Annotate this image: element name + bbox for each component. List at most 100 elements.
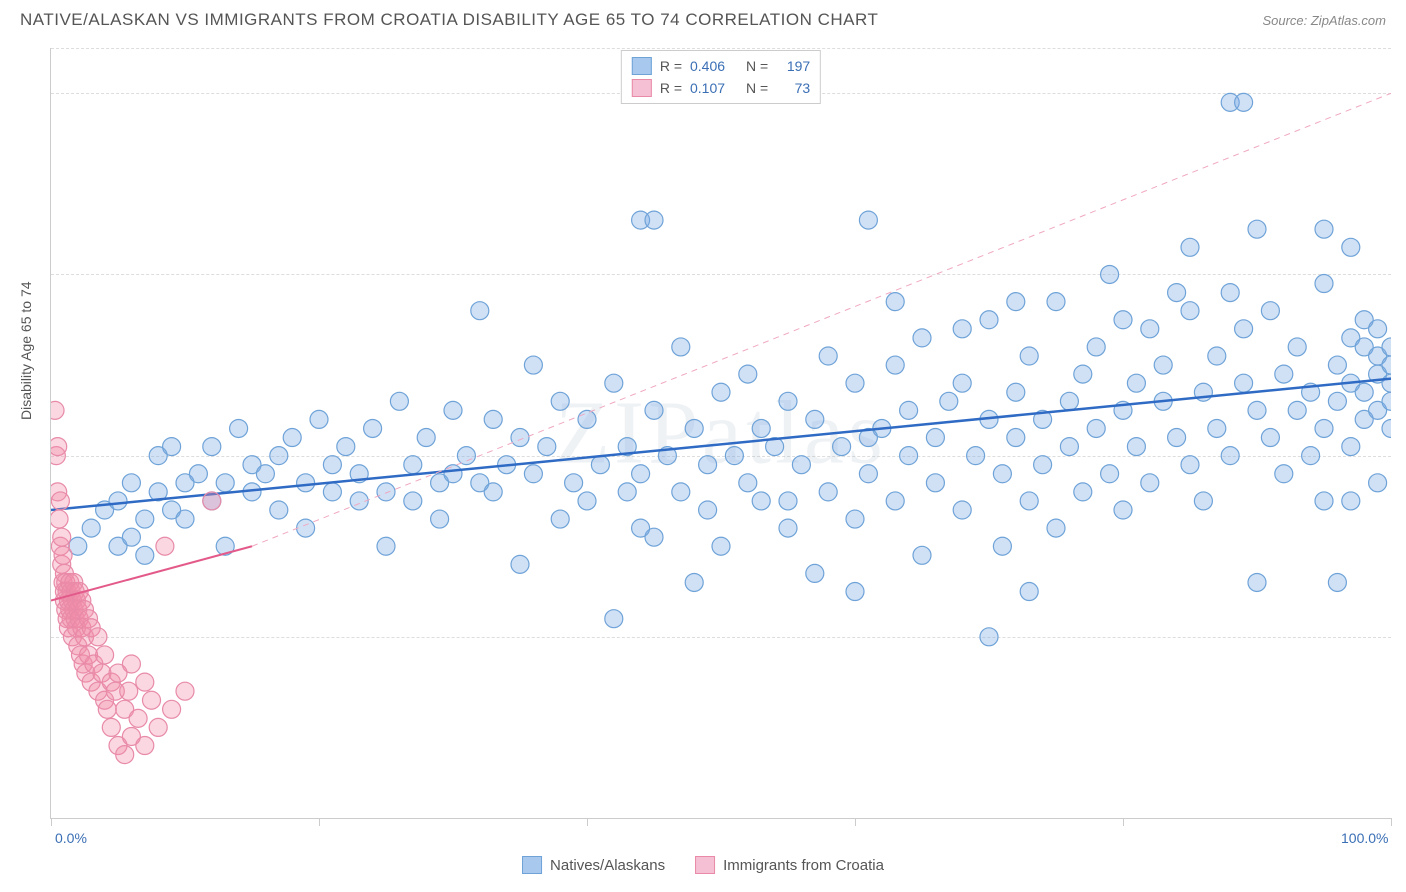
data-point [859, 211, 877, 229]
data-point [739, 365, 757, 383]
data-point [645, 401, 663, 419]
data-point [712, 537, 730, 555]
source-name: ZipAtlas.com [1311, 13, 1386, 28]
r-value: 0.107 [690, 80, 738, 96]
data-point [390, 392, 408, 410]
data-point [431, 510, 449, 528]
data-point [524, 465, 542, 483]
data-point [1235, 374, 1253, 392]
data-point [1369, 320, 1387, 338]
series-legend: Natives/AlaskansImmigrants from Croatia [522, 856, 884, 874]
legend-swatch [522, 856, 542, 874]
data-point [203, 438, 221, 456]
data-point [980, 628, 998, 646]
data-point [136, 546, 154, 564]
data-point [310, 410, 328, 428]
data-point [712, 383, 730, 401]
data-point [1020, 583, 1038, 601]
data-point [143, 691, 161, 709]
data-point [632, 519, 650, 537]
data-point [1221, 284, 1239, 302]
data-point [1261, 302, 1279, 320]
x-tick [319, 818, 320, 826]
legend-swatch [695, 856, 715, 874]
data-point [565, 474, 583, 492]
data-point [511, 429, 529, 447]
data-point [297, 474, 315, 492]
data-point [538, 438, 556, 456]
data-point [792, 456, 810, 474]
data-point [1007, 429, 1025, 447]
data-point [457, 447, 475, 465]
header: NATIVE/ALASKAN VS IMMIGRANTS FROM CROATI… [0, 0, 1406, 30]
data-point [136, 737, 154, 755]
data-point [51, 510, 68, 528]
data-point [216, 474, 234, 492]
data-point [1114, 311, 1132, 329]
data-point [886, 293, 904, 311]
data-point [846, 583, 864, 601]
data-point [551, 510, 569, 528]
data-point [846, 510, 864, 528]
x-tick [51, 818, 52, 826]
x-tick [855, 818, 856, 826]
data-point [819, 347, 837, 365]
data-point [120, 682, 138, 700]
n-label: N = [746, 58, 768, 74]
data-point [1288, 338, 1306, 356]
data-point [1315, 419, 1333, 437]
data-point [645, 211, 663, 229]
data-point [53, 528, 71, 546]
data-point [1328, 573, 1346, 591]
data-point [1342, 238, 1360, 256]
data-point [685, 573, 703, 591]
data-point [1302, 447, 1320, 465]
data-point [270, 501, 288, 519]
data-point [752, 419, 770, 437]
data-point [1060, 438, 1078, 456]
data-point [96, 646, 114, 664]
legend-label: Immigrants from Croatia [723, 857, 884, 874]
x-tick [1391, 818, 1392, 826]
data-point [377, 537, 395, 555]
data-point [444, 401, 462, 419]
data-point [484, 483, 502, 501]
data-point [926, 429, 944, 447]
data-point [1087, 338, 1105, 356]
data-point [149, 718, 167, 736]
data-point [176, 510, 194, 528]
data-point [806, 564, 824, 582]
data-point [699, 501, 717, 519]
data-point [1275, 365, 1293, 383]
data-point [1141, 474, 1159, 492]
data-point [404, 492, 422, 510]
data-point [953, 501, 971, 519]
data-point [1208, 419, 1226, 437]
data-point [1074, 483, 1092, 501]
data-point [1141, 320, 1159, 338]
data-point [129, 709, 147, 727]
data-point [230, 419, 248, 437]
r-value: 0.406 [690, 58, 738, 74]
data-point [819, 483, 837, 501]
data-point [632, 465, 650, 483]
data-point [364, 419, 382, 437]
data-point [404, 456, 422, 474]
source-label: Source: [1262, 13, 1310, 28]
data-point [163, 700, 181, 718]
data-point [1020, 492, 1038, 510]
x-tick-label: 0.0% [55, 830, 87, 846]
stats-legend-row: R =0.406N =197 [632, 55, 810, 77]
chart-plot-area: ZIPatlas R =0.406N =197R =0.107N =73 20.… [50, 48, 1391, 819]
legend-swatch [632, 79, 652, 97]
data-point [699, 456, 717, 474]
data-point [605, 610, 623, 628]
data-point [1127, 438, 1145, 456]
data-point [1087, 419, 1105, 437]
data-point [672, 338, 690, 356]
data-point [1315, 492, 1333, 510]
data-point [1369, 474, 1387, 492]
data-point [122, 655, 140, 673]
data-point [136, 673, 154, 691]
data-point [89, 628, 107, 646]
